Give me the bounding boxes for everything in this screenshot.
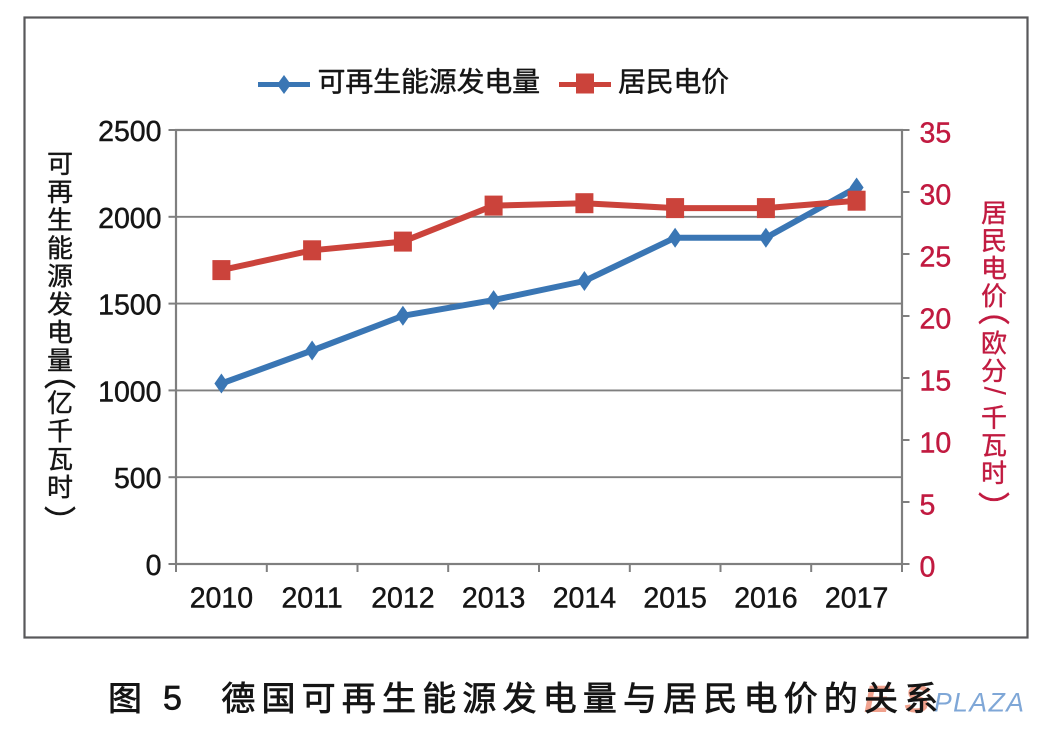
svg-text:0: 0 [146,550,162,582]
svg-text:2012: 2012 [371,583,434,615]
svg-text:2010: 2010 [190,583,253,615]
svg-text:2013: 2013 [462,583,525,615]
svg-text:5: 5 [920,490,936,522]
svg-text:2017: 2017 [825,583,888,615]
svg-text:2000: 2000 [98,203,161,235]
svg-text:/: / [978,387,1011,396]
svg-text:20: 20 [920,304,952,336]
svg-text:15: 15 [920,366,952,398]
svg-text:30: 30 [920,180,952,212]
svg-text:1500: 1500 [98,290,161,322]
svg-text:5: 5 [163,679,182,717]
svg-text:2500: 2500 [98,116,161,148]
svg-text:2014: 2014 [553,583,617,615]
svg-text:0: 0 [920,552,936,584]
svg-text:2015: 2015 [643,583,706,615]
svg-text:35: 35 [920,118,952,150]
svg-text:1000: 1000 [98,376,161,408]
svg-text:2011: 2011 [281,583,342,615]
svg-text:PLAZA: PLAZA [934,688,1025,718]
svg-text:500: 500 [114,463,162,495]
svg-text:10: 10 [920,428,952,460]
svg-text:25: 25 [920,242,952,274]
svg-text:2016: 2016 [734,583,797,615]
